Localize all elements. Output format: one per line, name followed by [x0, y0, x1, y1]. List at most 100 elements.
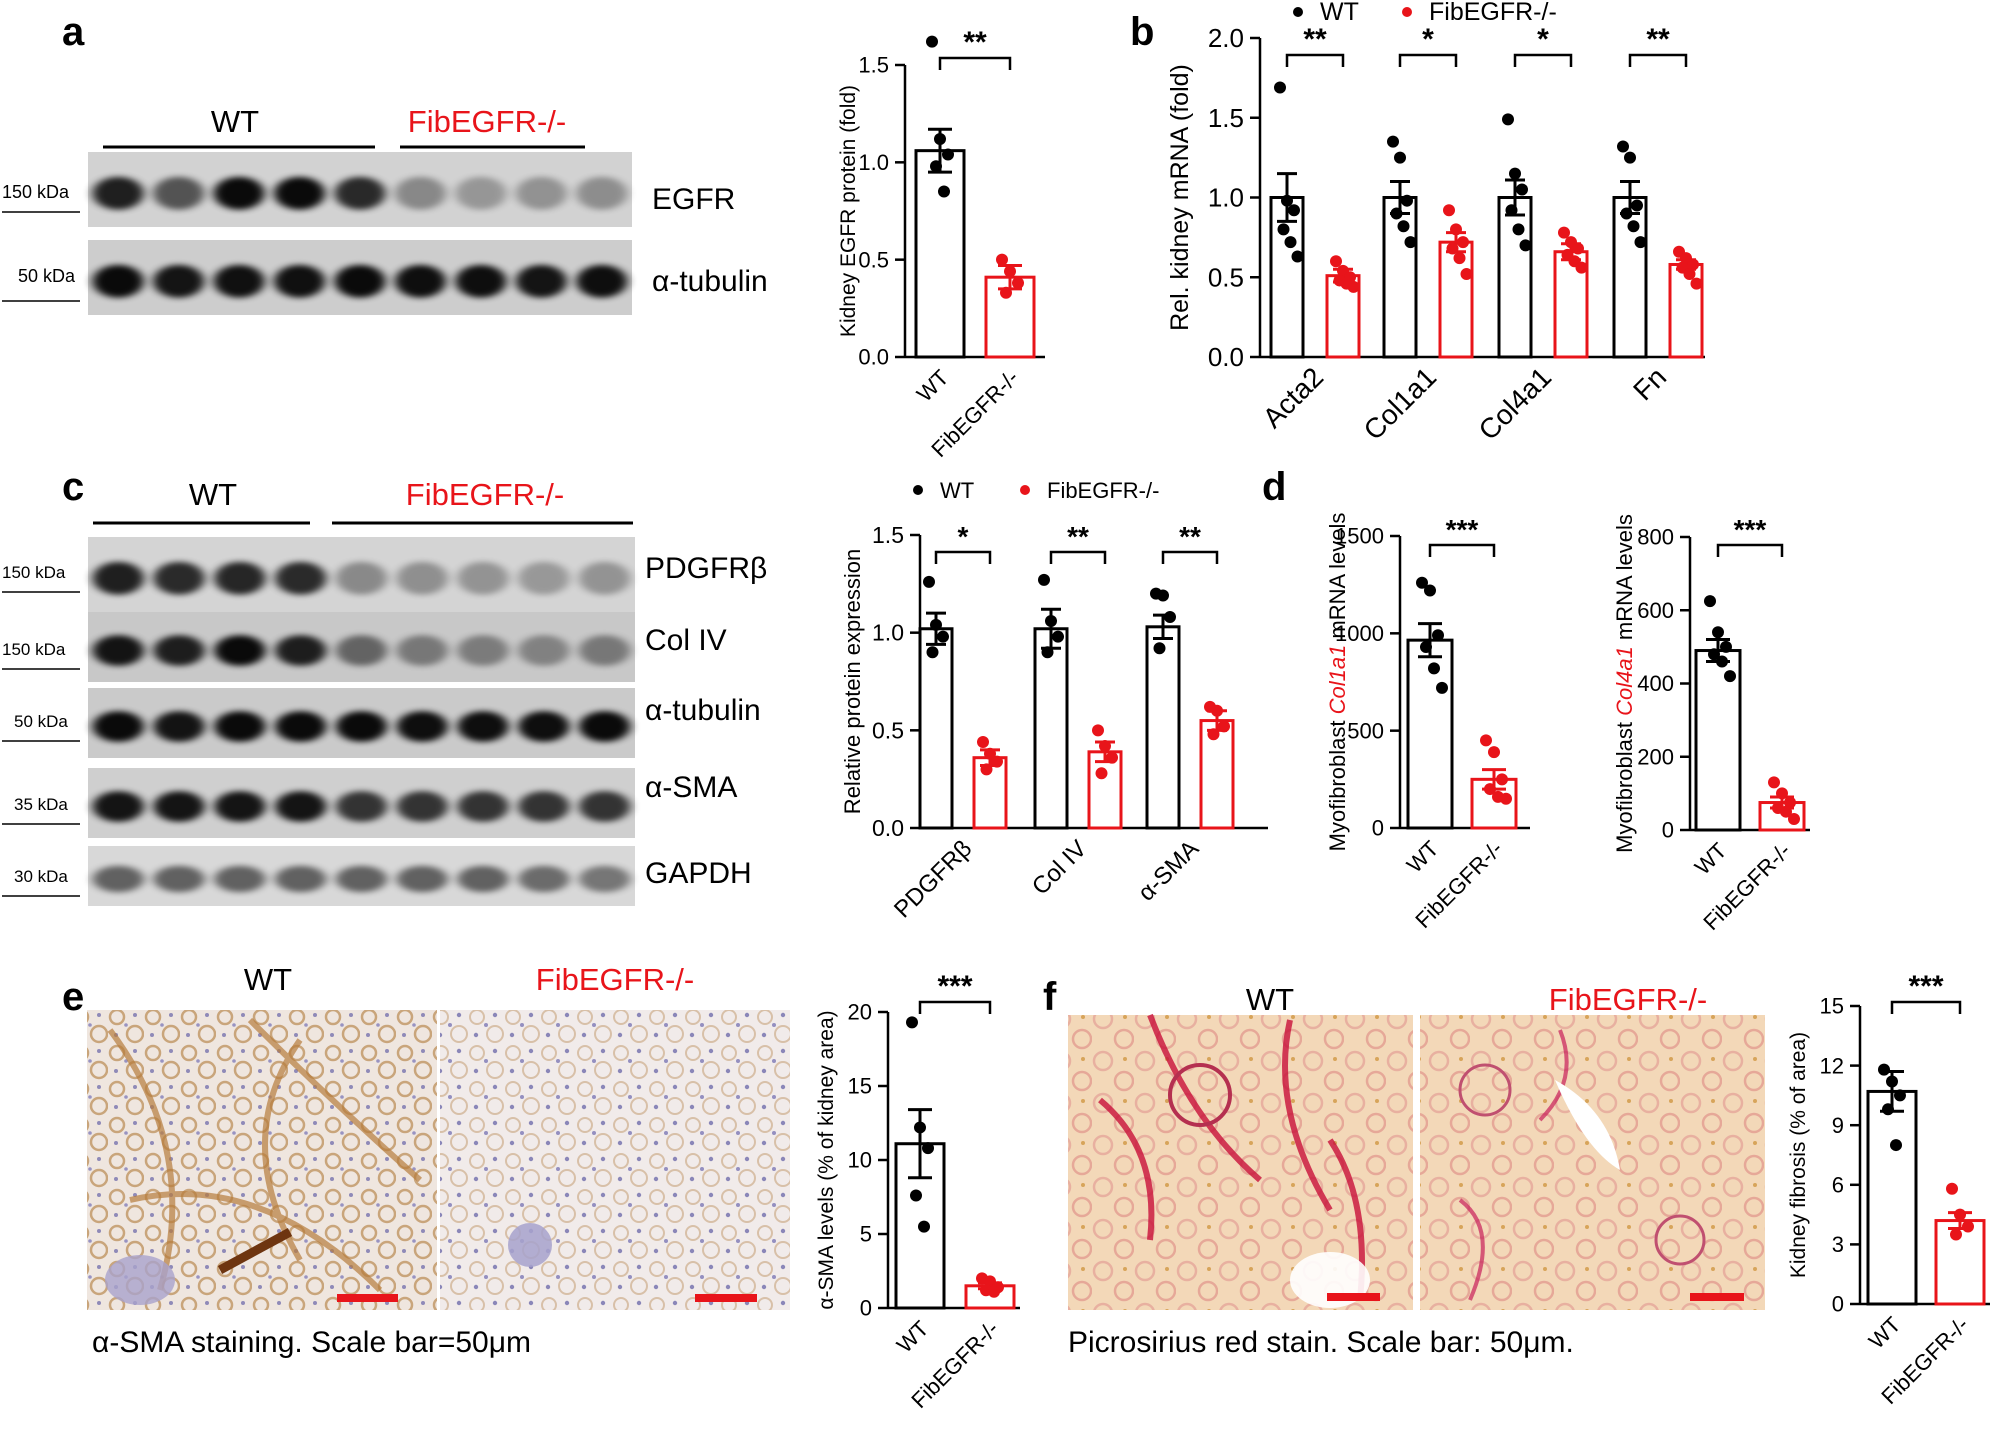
western-blot-c: WT FibEGFR-/- 150 kDa PDGFRβ 150 kDa Col IV…	[2, 477, 767, 906]
data-point	[1164, 611, 1176, 624]
data-point	[1004, 265, 1016, 278]
y-axis-label: α-SMA levels (% of kidney area)	[815, 1010, 838, 1309]
significance-label: ***	[1908, 970, 1943, 1003]
y-tick-label: 1.0	[872, 620, 904, 646]
blot-band	[396, 561, 448, 595]
blot-band	[153, 635, 205, 666]
blot-band	[579, 561, 631, 595]
blot-band	[214, 635, 266, 666]
y-tick-label: 200	[1637, 744, 1674, 769]
y-axis-label: Kidney fibrosis (% of area)	[1787, 1032, 1810, 1278]
y-axis-label: Kidney EGFR protein (fold)	[837, 85, 860, 337]
blot-a-name-1: α-tubulin	[652, 265, 768, 298]
y-tick-label: 600	[1637, 598, 1674, 623]
significance-label: ***	[1446, 514, 1479, 545]
y-tick-label: 0	[860, 1296, 872, 1321]
y-axis-label: Rel. kidney mRNA (fold)	[1166, 64, 1194, 331]
blot-band	[455, 176, 507, 210]
x-tick-label: Fn	[1627, 361, 1672, 406]
y-tick-label: 0.0	[1208, 342, 1244, 372]
blot-band	[334, 264, 386, 298]
data-point	[937, 630, 949, 643]
micrograph-e-ko-label: FibEGFR-/-	[536, 962, 694, 997]
data-point	[1394, 151, 1406, 164]
data-point	[980, 763, 993, 776]
blot-band	[153, 865, 205, 893]
blot-c-name-4: GAPDH	[645, 857, 752, 890]
data-point	[1347, 280, 1360, 293]
data-point	[926, 646, 939, 659]
data-point	[926, 35, 938, 48]
data-point	[1716, 655, 1728, 668]
data-point	[1946, 1182, 1958, 1195]
blot-band	[396, 711, 448, 742]
data-point	[930, 160, 942, 173]
y-tick-label: 0.0	[858, 345, 889, 370]
blot-band	[274, 176, 325, 210]
blot-band	[153, 791, 205, 822]
data-point	[1460, 268, 1473, 281]
data-point	[1894, 1089, 1906, 1102]
y-tick-label: 2.0	[1208, 23, 1244, 53]
data-point	[1218, 720, 1230, 733]
bar	[1497, 196, 1533, 359]
significance-bracket	[938, 56, 1012, 70]
significance-bracket	[934, 550, 992, 564]
panel-label-e: e	[62, 975, 84, 1019]
blot-band	[457, 791, 509, 822]
x-tick-label: WT	[1864, 1312, 1906, 1354]
blot-band	[579, 711, 631, 742]
data-point	[1274, 81, 1286, 94]
y-tick-label: 1.5	[872, 522, 904, 548]
significance-bracket	[1285, 53, 1345, 67]
data-point	[1052, 630, 1064, 643]
data-point	[1153, 642, 1166, 655]
blot-band	[396, 865, 448, 893]
data-point	[923, 575, 935, 588]
data-point	[910, 1189, 922, 1202]
blot-a-group-wt: WT	[211, 104, 259, 139]
blot-band	[335, 561, 388, 595]
blot-c-group-ko: FibEGFR-/-	[406, 477, 564, 512]
data-point	[1617, 140, 1629, 153]
data-point	[1704, 595, 1716, 608]
blot-band	[457, 865, 509, 893]
data-point	[1404, 236, 1417, 249]
data-point	[1512, 223, 1525, 236]
data-point	[1502, 113, 1514, 126]
data-point	[1890, 1139, 1902, 1152]
x-tick-label: WT	[1690, 838, 1732, 880]
y-tick-label: 1.5	[858, 53, 889, 78]
data-point	[1634, 236, 1647, 249]
blot-band	[515, 264, 567, 298]
data-point	[1712, 626, 1724, 639]
significance-label: **	[963, 26, 987, 59]
significance-label: *	[958, 521, 969, 552]
significance-bracket	[1398, 53, 1458, 67]
y-tick-label: 10	[848, 1148, 872, 1173]
data-point	[918, 1220, 930, 1233]
x-tick-label: WT	[892, 1316, 934, 1358]
blot-band	[515, 176, 567, 210]
blot-band	[153, 264, 205, 298]
data-point	[977, 736, 989, 749]
data-point	[906, 1016, 918, 1029]
data-point	[1012, 277, 1024, 290]
data-point	[991, 755, 1003, 768]
data-point	[996, 253, 1008, 266]
blot-band	[153, 711, 205, 742]
blot-a-marker-1: 50 kDa	[18, 266, 76, 286]
blot-band	[214, 561, 266, 595]
blot-band	[396, 791, 448, 822]
blot-band	[395, 264, 446, 298]
data-point	[942, 148, 954, 161]
significance-bracket	[918, 1000, 992, 1014]
data-point	[1954, 1208, 1966, 1221]
legend-marker	[1402, 7, 1412, 17]
data-point	[1488, 746, 1500, 759]
data-point	[1045, 614, 1057, 627]
data-point	[1420, 640, 1432, 653]
y-axis-label: Myofibroblast Col4a1 mRNA levels	[1612, 514, 1637, 853]
blot-band	[213, 264, 265, 298]
